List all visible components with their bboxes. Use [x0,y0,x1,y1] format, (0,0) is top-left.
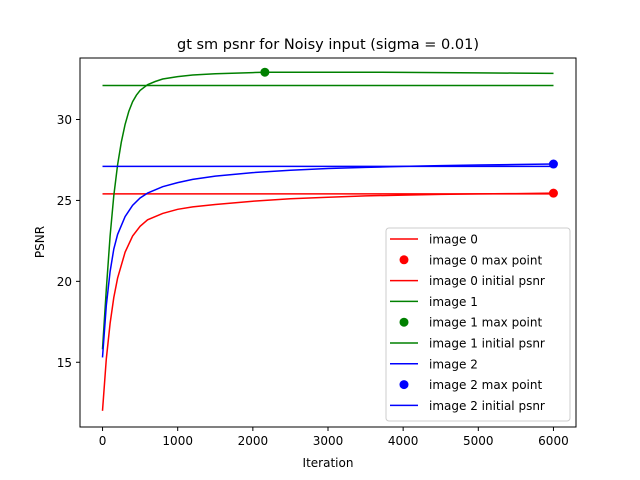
legend-label: image 1 initial psnr [429,337,545,351]
x-tick-label: 3000 [313,434,344,448]
legend-entry: image 0 [390,233,478,247]
x-tick-label: 0 [99,434,107,448]
y-tick-label: 25 [57,194,72,208]
legend-label: image 2 [429,357,478,371]
legend-label: image 0 [429,233,478,247]
x-tick-label: 6000 [538,434,569,448]
plot-area [101,67,558,411]
legend-box [385,227,571,422]
legend-label: image 0 initial psnr [429,274,545,288]
y-axis-label: PSNR [33,226,47,258]
max-point-4 [260,67,270,77]
legend-swatch-marker [399,317,409,327]
legend-label: image 0 max point [429,253,542,267]
chart-title: gt sm psnr for Noisy input (sigma = 0.01… [177,37,479,53]
legend-entry: image 1 [390,295,478,309]
y-tick-label: 15 [57,356,72,370]
max-point-7 [548,159,558,169]
legend-label: image 1 [429,295,478,309]
y-tick-label: 20 [57,275,72,289]
axis-ticks: 0 1000 2000 3000 4000 5000 6000 15 20 25 30 [57,113,569,448]
legend-entry: image 2 max point [399,378,542,392]
x-tick-label: 1000 [162,434,193,448]
x-tick-label: 5000 [463,434,494,448]
legend-entry: image 2 [390,357,478,371]
legend-entry: image 2 initial psnr [390,399,545,413]
y-tick-label: 30 [57,113,72,127]
legend-entry: image 0 max point [399,253,542,267]
max-point-1 [548,188,558,198]
x-tick-label: 2000 [238,434,269,448]
legend-swatch-marker [399,255,409,265]
legend-label: image 1 max point [429,316,542,330]
x-axis-label: Iteration [303,456,354,470]
legend: image 0 image 0 max point image 0 initial … [385,227,571,422]
x-tick-label: 4000 [388,434,419,448]
legend-entry: image 1 initial psnr [390,337,545,351]
legend-entry: image 1 max point [399,316,542,330]
legend-label: image 2 max point [429,378,542,392]
legend-label: image 2 initial psnr [429,399,545,413]
legend-entry: image 0 initial psnr [390,274,545,288]
series-line-3 [101,71,554,350]
series-line-0 [101,192,554,411]
legend-swatch-marker [399,380,409,390]
axes-frame [79,57,577,428]
